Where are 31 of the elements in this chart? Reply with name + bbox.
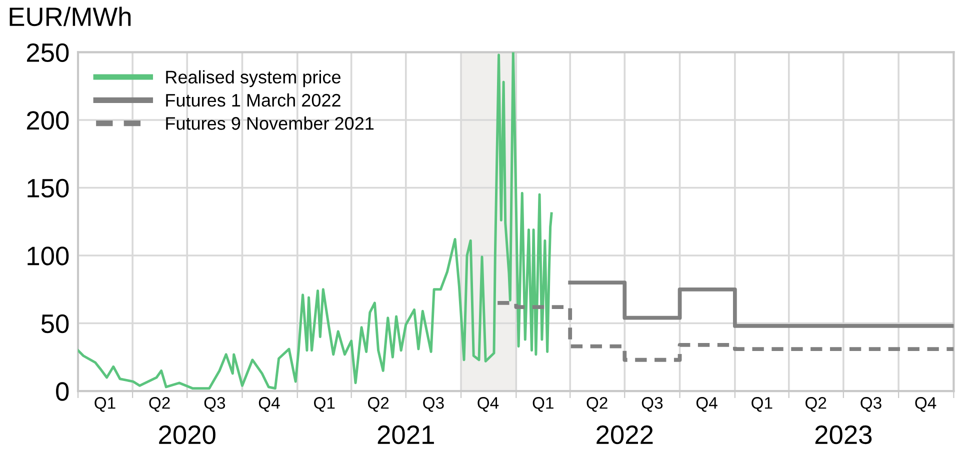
x-tick-label: Q3	[860, 397, 882, 412]
x2-tick-label: 2020	[159, 425, 216, 444]
x-tick-label: Q1	[314, 397, 335, 412]
y-tick-label: 250	[26, 43, 69, 62]
x2-tick-label: 2021	[378, 425, 434, 444]
y-tick-label: 0	[56, 382, 69, 401]
y-tick-label: 200	[26, 111, 69, 130]
line-series	[78, 52, 553, 390]
x-tick-label: Q3	[642, 397, 663, 412]
x2-tick-label: 2023	[815, 425, 872, 444]
x-tick-label: Q2	[586, 397, 608, 412]
x-tick-label: Q4	[258, 397, 280, 412]
x-tick-label: Q3	[423, 397, 444, 412]
x-tick-label: Q2	[149, 397, 170, 412]
x-tick-label: Q1	[752, 397, 772, 412]
x-tick-label: Q1	[532, 397, 554, 412]
legend-label: Futures 9 November 2021	[166, 116, 374, 130]
x-tick-label: Q1	[94, 397, 116, 412]
y-axis-title: EUR/MWh	[10, 6, 131, 26]
x-tick-label: Q4	[696, 397, 718, 412]
x-tick-label: Q4	[915, 397, 936, 412]
y-tick-label: 150	[28, 178, 69, 198]
x-tick-label: Q2	[806, 397, 826, 412]
x-tick-label: Q3	[204, 397, 226, 412]
x-tick-label: Q2	[368, 397, 389, 412]
legend-label: Futures 1 March 2022	[166, 93, 340, 107]
x-tick-label: Q4	[478, 397, 499, 412]
x2-tick-label: 2022	[596, 425, 653, 444]
y-tick-label: 50	[41, 314, 69, 334]
y-tick-label: 100	[28, 246, 69, 266]
legend-label: Realised system price	[166, 70, 340, 88]
